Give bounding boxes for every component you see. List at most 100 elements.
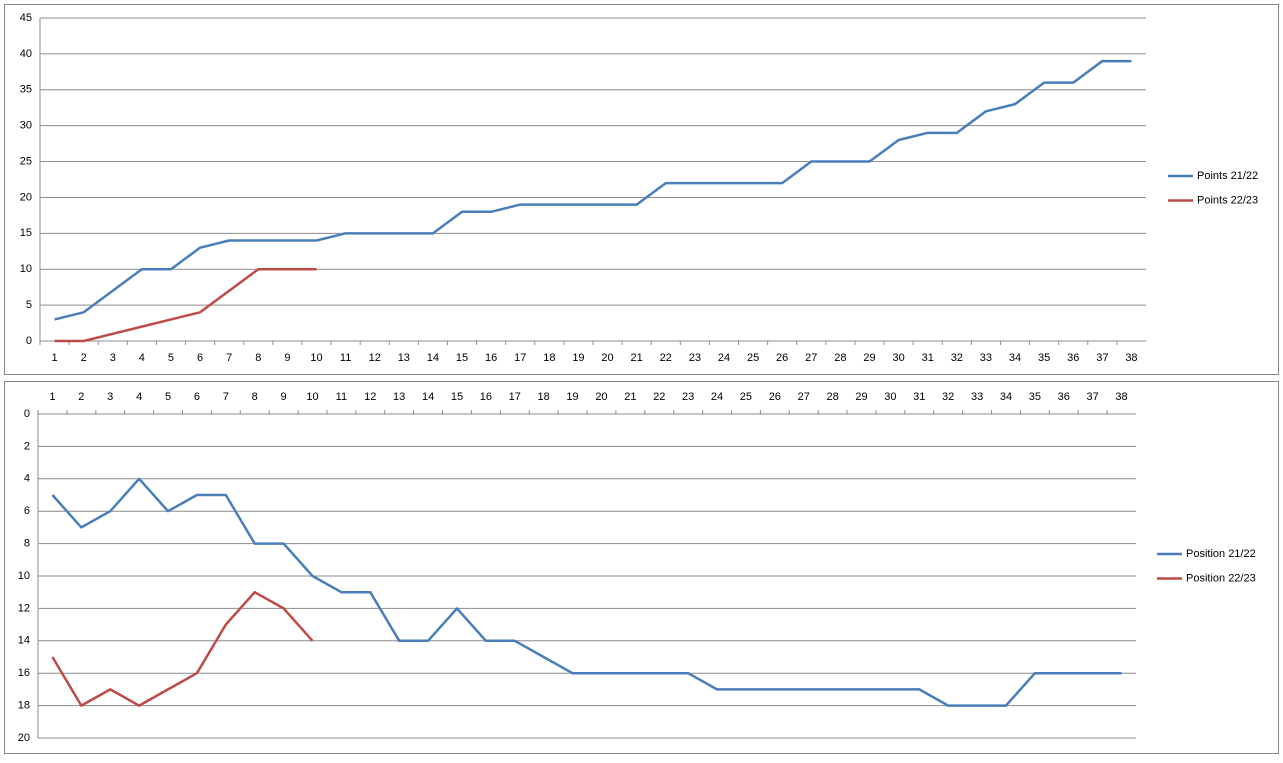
x-tick-label: 37 [1096, 352, 1108, 364]
x-tick-label: 7 [226, 352, 232, 364]
y-tick-label: 35 [20, 84, 32, 96]
x-tick-label: 35 [1038, 352, 1050, 364]
x-tick-label: 30 [884, 391, 896, 403]
series-line [51, 477, 1122, 707]
series-line [54, 59, 1132, 321]
x-tick-label: 12 [364, 391, 376, 403]
y-tick-label: 18 [18, 700, 30, 712]
x-tick-label: 33 [971, 391, 983, 403]
y-tick-label: 16 [18, 667, 30, 679]
x-tick-label: 33 [980, 352, 992, 364]
legend-label: Points 22/23 [1197, 194, 1258, 206]
x-tick-label: 9 [281, 391, 287, 403]
x-tick-label: 6 [194, 391, 200, 403]
x-tick-label: 36 [1067, 352, 1079, 364]
y-tick-label: 14 [18, 635, 30, 647]
x-tick-label: 10 [306, 391, 318, 403]
x-tick-label: 29 [855, 391, 867, 403]
x-tick-label: 13 [393, 391, 405, 403]
x-tick-label: 31 [913, 391, 925, 403]
x-tick-label: 11 [336, 391, 347, 403]
x-tick-label: 23 [689, 352, 701, 364]
x-tick-label: 14 [422, 391, 434, 403]
x-tick-label: 34 [1009, 352, 1021, 364]
x-tick-label: 7 [223, 391, 229, 403]
x-tick-label: 35 [1029, 391, 1041, 403]
x-tick-label: 37 [1087, 391, 1099, 403]
x-tick-label: 8 [255, 352, 261, 364]
x-tick-label: 27 [798, 391, 810, 403]
x-tick-label: 31 [922, 352, 934, 364]
y-tick-label: 25 [20, 155, 32, 167]
x-tick-label: 6 [197, 352, 203, 364]
y-tick-label: 45 [20, 12, 32, 24]
x-tick-label: 19 [566, 391, 578, 403]
x-tick-label: 11 [340, 352, 351, 364]
x-tick-label: 29 [863, 352, 875, 364]
y-tick-label: 8 [24, 538, 30, 550]
y-tick-label: 2 [24, 440, 30, 452]
legend-label: Position 21/22 [1186, 548, 1256, 560]
x-tick-label: 20 [595, 391, 607, 403]
series-line [51, 590, 314, 707]
y-tick-label: 0 [26, 335, 32, 347]
x-tick-label: 3 [107, 391, 113, 403]
y-tick-label: 10 [18, 570, 30, 582]
y-tick-label: 6 [24, 505, 30, 517]
x-tick-label: 25 [740, 391, 752, 403]
x-tick-label: 28 [834, 352, 846, 364]
x-tick-label: 18 [538, 391, 550, 403]
x-tick-label: 21 [631, 352, 643, 364]
x-tick-label: 38 [1125, 352, 1137, 364]
x-tick-label: 28 [826, 391, 838, 403]
x-tick-label: 3 [110, 352, 116, 364]
x-tick-label: 25 [747, 352, 759, 364]
y-tick-label: 30 [20, 120, 32, 132]
chart-frame [4, 4, 1279, 375]
series-line [54, 267, 317, 343]
x-tick-label: 34 [1000, 391, 1012, 403]
x-tick-label: 13 [398, 352, 410, 364]
x-tick-label: 2 [78, 391, 84, 403]
y-tick-label: 20 [20, 191, 32, 203]
x-tick-label: 12 [369, 352, 381, 364]
x-tick-label: 26 [769, 391, 781, 403]
x-tick-label: 26 [776, 352, 788, 364]
x-tick-label: 27 [805, 352, 817, 364]
x-tick-label: 9 [284, 352, 290, 364]
x-tick-label: 4 [139, 352, 145, 364]
x-tick-label: 22 [653, 391, 665, 403]
x-tick-label: 36 [1058, 391, 1070, 403]
x-tick-label: 17 [514, 352, 526, 364]
x-tick-label: 5 [168, 352, 174, 364]
x-tick-label: 24 [718, 352, 730, 364]
x-tick-label: 15 [451, 391, 463, 403]
x-tick-label: 32 [942, 391, 954, 403]
x-tick-label: 17 [509, 391, 521, 403]
y-tick-label: 12 [18, 602, 30, 614]
x-tick-label: 32 [951, 352, 963, 364]
x-tick-label: 5 [165, 391, 171, 403]
x-tick-label: 23 [682, 391, 694, 403]
x-tick-label: 1 [49, 391, 55, 403]
x-tick-label: 10 [310, 352, 322, 364]
y-tick-label: 40 [20, 48, 32, 60]
x-tick-label: 16 [480, 391, 492, 403]
x-tick-label: 18 [543, 352, 555, 364]
x-tick-label: 30 [892, 352, 904, 364]
x-tick-label: 19 [572, 352, 584, 364]
chart-frame [4, 381, 1279, 754]
y-tick-label: 10 [20, 263, 32, 275]
y-tick-label: 4 [24, 473, 30, 485]
x-tick-label: 1 [51, 352, 57, 364]
x-tick-label: 38 [1115, 391, 1127, 403]
y-tick-label: 15 [20, 227, 32, 239]
y-tick-label: 0 [24, 408, 30, 420]
x-tick-label: 22 [660, 352, 672, 364]
y-tick-label: 20 [18, 732, 30, 744]
x-tick-label: 16 [485, 352, 497, 364]
x-tick-label: 15 [456, 352, 468, 364]
x-tick-label: 24 [711, 391, 723, 403]
x-tick-label: 20 [601, 352, 613, 364]
